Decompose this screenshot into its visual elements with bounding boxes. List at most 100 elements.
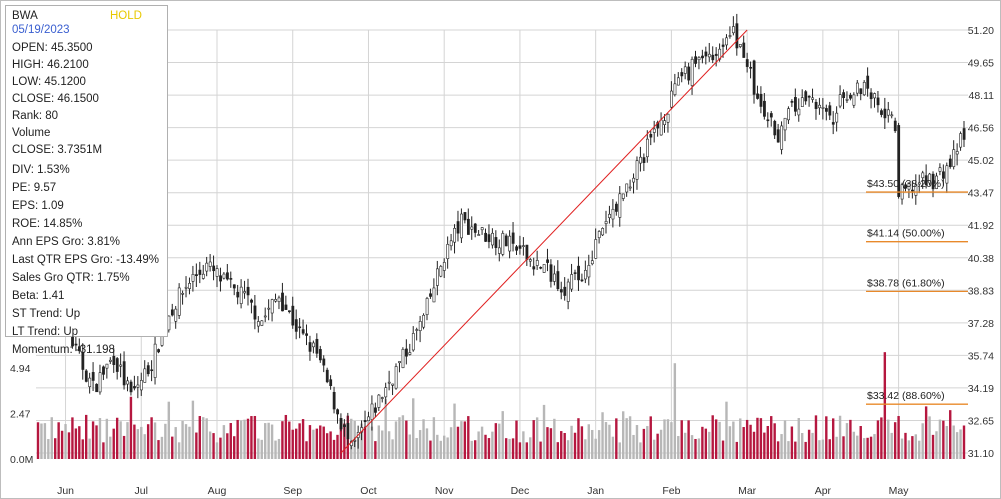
candle-body: [687, 66, 691, 81]
candle-body: [422, 314, 426, 328]
fibonacci-levels: $43.50 (38.20%) $41.14 (50.00%) $38.78 (61…: [866, 178, 968, 405]
candle-body: [673, 83, 677, 96]
candle-body: [167, 315, 171, 331]
volume-bar: [690, 435, 694, 459]
price-tick-label: 35.74: [968, 350, 994, 362]
candle-body: [845, 99, 849, 101]
candle-body: [559, 289, 563, 293]
price-tick-label: 38.83: [968, 285, 994, 297]
candle-body: [790, 101, 794, 103]
candle-body: [852, 94, 856, 106]
candle-body: [170, 309, 174, 316]
candle-body: [618, 193, 622, 218]
volume-bar: [862, 438, 866, 459]
volume-bar: [112, 428, 115, 459]
volume-bar: [759, 418, 763, 459]
volume-bar: [184, 424, 188, 459]
stat-st-trend: ST Trend: Up: [12, 308, 81, 320]
volume-bar: [818, 440, 821, 459]
candle-body: [294, 319, 298, 332]
candle-body: [773, 120, 777, 136]
volume-axis: 0.0M 2.47 4.94: [10, 363, 33, 466]
volume-bar: [942, 420, 945, 459]
candle-body: [415, 329, 419, 331]
candle-body: [136, 384, 140, 388]
volume-bar: [859, 426, 862, 459]
volume-bar: [43, 423, 47, 459]
candle-body: [287, 310, 291, 313]
volume-bar: [498, 423, 501, 459]
volume-bar: [928, 416, 931, 459]
candle-body: [797, 108, 801, 116]
volume-bar: [319, 425, 322, 459]
volume-bar: [959, 429, 962, 459]
candle-body: [635, 160, 639, 180]
volume-bar: [652, 439, 656, 459]
volume-bar: [91, 421, 95, 459]
volume-bar: [549, 428, 553, 459]
volume-bar: [263, 423, 267, 459]
volume-bar: [515, 420, 518, 459]
candle-body: [449, 240, 453, 247]
volume-bar: [501, 411, 504, 459]
volume-bar: [460, 421, 463, 459]
candle-body: [704, 51, 708, 57]
volume-bar: [732, 421, 735, 459]
volume-bar: [577, 418, 580, 459]
candle-body: [308, 342, 312, 352]
candle-body: [226, 272, 229, 280]
volume-bar: [897, 416, 900, 459]
candle-body: [608, 213, 611, 218]
volume-bar: [680, 420, 683, 459]
volume-bar: [215, 442, 219, 459]
candle-body: [649, 134, 653, 138]
volume-bar: [745, 419, 749, 459]
candle-body: [711, 54, 715, 61]
volume-bar: [522, 431, 525, 459]
volume-bar: [150, 417, 153, 459]
candle-body: [621, 193, 625, 199]
candle-body: [859, 88, 863, 94]
volume-bar: [945, 426, 948, 459]
volume-bar: [360, 423, 363, 459]
volume-bar: [632, 434, 635, 459]
volume-bar: [893, 422, 897, 459]
candle-body: [928, 173, 932, 184]
volume-bar: [425, 428, 429, 459]
candle-body: [594, 239, 598, 259]
candle-body: [281, 292, 284, 312]
candle-body: [701, 55, 704, 59]
candle-body: [646, 138, 649, 158]
candle-body: [343, 424, 346, 428]
candle-body: [914, 184, 918, 196]
candle-body: [566, 281, 570, 302]
candle-body: [277, 297, 281, 302]
candle-body: [380, 397, 384, 399]
volume-bar: [140, 426, 143, 459]
candle-body: [515, 246, 518, 251]
volume-bar: [563, 433, 566, 459]
candle-body: [436, 268, 439, 286]
volume-bar: [408, 434, 411, 459]
volume-bar: [270, 424, 274, 459]
candle-body: [962, 128, 966, 140]
volume-bar: [835, 436, 838, 459]
volume-bar: [453, 403, 456, 459]
candle-body: [776, 129, 780, 143]
volume-bar: [914, 434, 918, 459]
candle-body: [260, 320, 264, 326]
candle-body: [676, 77, 680, 86]
month-tick-label: Apr: [815, 485, 832, 497]
candle-body: [911, 189, 914, 192]
price-tick-label: 49.65: [968, 58, 994, 70]
candle-body: [883, 108, 887, 119]
candle-body: [683, 66, 687, 74]
volume-bar: [401, 415, 405, 459]
volume-bar: [315, 428, 319, 459]
stat-low: LOW: 45.1200: [12, 76, 86, 88]
quote-date: 05/19/2023: [12, 24, 70, 36]
candle-body: [835, 112, 839, 123]
candle-body: [831, 122, 835, 125]
volume-bar: [109, 436, 112, 459]
volume-bar: [98, 418, 102, 459]
